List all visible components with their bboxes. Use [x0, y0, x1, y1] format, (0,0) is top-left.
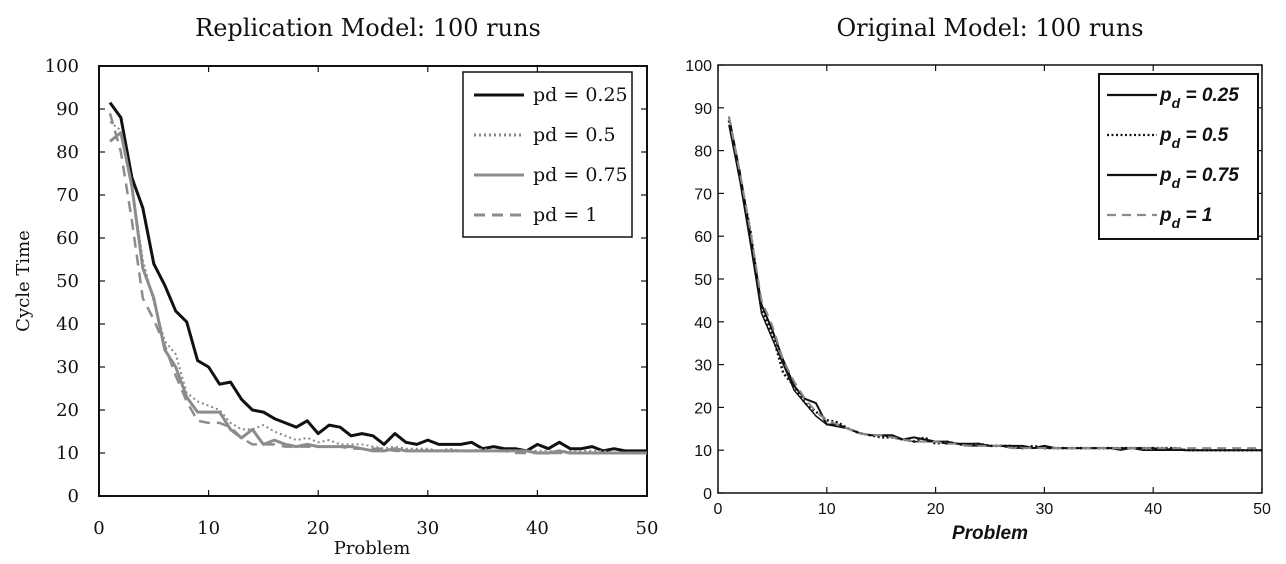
- left-y-axis-label: Cycle Time: [13, 230, 34, 332]
- legend-base: p: [1159, 125, 1172, 146]
- legend-subscript: d: [1172, 95, 1181, 111]
- legend-value: = 0.75: [1180, 165, 1239, 186]
- right-x-tick-label: 0: [714, 501, 723, 518]
- right-y-ticks: 0 10 20 30 40 50 60 70 80 90 100: [685, 58, 1262, 503]
- right-y-tick-label: 90: [694, 101, 712, 118]
- left-x-ticks: 0 10 20 30 40 50: [93, 66, 658, 539]
- left-y-ticks: 0 10 20 30 40 50 60 70 80 90 100: [45, 56, 647, 507]
- left-y-tick-label: 50: [56, 271, 79, 292]
- left-legend: pd = 0.25 pd = 0.5 pd = 0.75 pd = 1: [462, 71, 633, 238]
- right-series-line-4: [727, 116, 1262, 450]
- legend-base: p: [1159, 85, 1172, 106]
- right-x-tick-label: 10: [818, 501, 836, 518]
- left-x-tick-label: 10: [197, 518, 220, 539]
- legend-value: = 1: [1180, 205, 1212, 226]
- left-x-tick-label: 30: [416, 518, 439, 539]
- left-chart-title: Replication Model: 100 runs: [195, 14, 541, 42]
- left-series-line-3: [109, 131, 647, 455]
- left-legend-box: [462, 71, 633, 238]
- left-series-line-1: [108, 101, 647, 453]
- right-y-tick-label: 10: [694, 443, 712, 460]
- right-series-group: [727, 116, 1262, 452]
- right-y-tick-label: 100: [685, 58, 712, 75]
- right-legend-label-2: pd = 0.5: [1159, 125, 1229, 151]
- left-chart: Replication Model: 100 runs 0 10 20 30 40 50 6…: [13, 14, 658, 559]
- right-y-tick-label: 50: [694, 272, 712, 289]
- left-series-line-4: [108, 112, 647, 455]
- right-y-tick-label: 40: [694, 315, 712, 332]
- right-y-tick-label: 30: [694, 358, 712, 375]
- left-y-tick-label: 30: [56, 357, 79, 378]
- legend-base: p: [1159, 205, 1172, 226]
- right-legend-label-4: pd = 1: [1159, 205, 1212, 231]
- legend-value: = 0.25: [1180, 85, 1239, 106]
- legend-base: p: [1159, 165, 1172, 186]
- left-y-tick-label: 20: [56, 400, 79, 421]
- left-y-tick-label: 90: [56, 99, 79, 120]
- left-legend-label-3: pd = 0.75: [533, 164, 628, 186]
- right-legend-label-1: pd = 0.25: [1159, 85, 1239, 111]
- right-y-tick-label: 80: [694, 144, 712, 161]
- right-x-tick-label: 20: [927, 501, 945, 518]
- right-legend-label-3: pd = 0.75: [1159, 165, 1239, 191]
- right-x-tick-label: 30: [1036, 501, 1054, 518]
- left-x-axis-label: Problem: [334, 538, 411, 559]
- left-x-tick-label: 0: [93, 518, 104, 539]
- left-legend-label-4: pd = 1: [533, 204, 597, 226]
- left-y-tick-label: 60: [56, 228, 79, 249]
- right-y-tick-label: 20: [694, 400, 712, 417]
- right-chart-title: Original Model: 100 runs: [836, 14, 1143, 42]
- right-x-tick-label: 50: [1253, 501, 1271, 518]
- right-y-tick-label: 60: [694, 229, 712, 246]
- left-series-group: [108, 101, 647, 455]
- left-x-tick-label: 50: [636, 518, 659, 539]
- left-x-tick-label: 40: [526, 518, 549, 539]
- right-x-ticks: 0 10 20 30 40 50: [714, 65, 1271, 518]
- left-y-tick-label: 100: [45, 56, 79, 77]
- right-y-tick-label: 70: [694, 186, 712, 203]
- legend-subscript: d: [1172, 175, 1181, 191]
- right-legend-box: [1098, 73, 1259, 240]
- legend-subscript: d: [1172, 215, 1181, 231]
- left-y-tick-label: 0: [68, 486, 79, 507]
- left-y-tick-label: 10: [56, 443, 79, 464]
- left-legend-label-1: pd = 0.25: [533, 84, 628, 106]
- right-x-axis-label: Problem: [952, 523, 1028, 544]
- left-y-tick-label: 80: [56, 142, 79, 163]
- legend-value: = 0.5: [1180, 125, 1228, 146]
- legend-subscript: d: [1172, 135, 1181, 151]
- left-y-tick-label: 40: [56, 314, 79, 335]
- left-legend-label-2: pd = 0.5: [533, 124, 616, 146]
- right-chart: Original Model: 100 runs 0 10 20 30 40 50 60 70…: [685, 14, 1271, 544]
- right-y-tick-label: 0: [703, 486, 712, 503]
- left-y-tick-label: 70: [56, 185, 79, 206]
- right-x-tick-label: 40: [1144, 501, 1162, 518]
- left-x-tick-label: 20: [307, 518, 330, 539]
